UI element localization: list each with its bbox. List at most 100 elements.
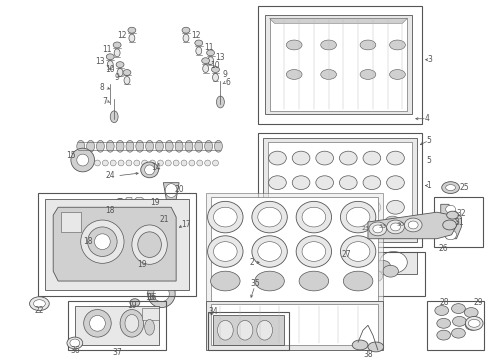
Ellipse shape	[341, 236, 376, 267]
Ellipse shape	[29, 297, 49, 311]
Ellipse shape	[107, 61, 113, 68]
Polygon shape	[163, 183, 179, 199]
Ellipse shape	[352, 340, 368, 350]
Text: 3: 3	[427, 55, 432, 64]
Ellipse shape	[132, 225, 167, 264]
Ellipse shape	[110, 111, 118, 123]
Ellipse shape	[316, 176, 334, 190]
Ellipse shape	[157, 160, 163, 166]
Polygon shape	[268, 142, 412, 238]
Ellipse shape	[208, 201, 243, 233]
Ellipse shape	[155, 140, 163, 152]
Text: 9: 9	[223, 70, 228, 79]
Ellipse shape	[70, 339, 80, 347]
Ellipse shape	[110, 160, 116, 166]
Ellipse shape	[127, 257, 137, 265]
Ellipse shape	[380, 252, 407, 273]
Ellipse shape	[165, 140, 173, 152]
Ellipse shape	[316, 151, 334, 165]
Ellipse shape	[77, 154, 89, 166]
Ellipse shape	[269, 222, 286, 236]
Ellipse shape	[102, 160, 108, 166]
Ellipse shape	[214, 207, 237, 227]
Ellipse shape	[88, 227, 117, 256]
Ellipse shape	[237, 320, 253, 340]
Ellipse shape	[350, 272, 366, 284]
Ellipse shape	[340, 201, 357, 214]
Polygon shape	[270, 18, 407, 111]
Ellipse shape	[126, 140, 134, 152]
Text: 11: 11	[204, 44, 213, 53]
Ellipse shape	[341, 201, 376, 233]
Ellipse shape	[468, 319, 480, 327]
Ellipse shape	[452, 328, 466, 338]
Ellipse shape	[113, 198, 127, 216]
Text: 22: 22	[35, 306, 44, 315]
Ellipse shape	[292, 151, 310, 165]
Ellipse shape	[316, 222, 334, 236]
Ellipse shape	[387, 176, 404, 190]
Ellipse shape	[340, 176, 357, 190]
Polygon shape	[263, 138, 417, 242]
Ellipse shape	[387, 222, 404, 236]
Text: 1: 1	[427, 181, 431, 190]
Ellipse shape	[345, 258, 361, 270]
Ellipse shape	[437, 318, 451, 328]
Ellipse shape	[368, 342, 384, 352]
Ellipse shape	[89, 232, 102, 246]
Text: 21: 21	[160, 215, 169, 224]
Ellipse shape	[165, 160, 171, 166]
Ellipse shape	[292, 201, 310, 214]
Text: 17: 17	[181, 220, 191, 229]
Bar	[38, 193, 196, 296]
Ellipse shape	[203, 65, 209, 72]
Text: 13: 13	[96, 57, 105, 66]
Ellipse shape	[205, 140, 213, 152]
Ellipse shape	[87, 140, 95, 152]
Text: 10: 10	[211, 61, 220, 70]
Ellipse shape	[292, 222, 310, 236]
Text: 8: 8	[100, 83, 105, 92]
Ellipse shape	[130, 299, 140, 307]
Ellipse shape	[145, 319, 154, 335]
Ellipse shape	[95, 234, 110, 249]
Ellipse shape	[252, 201, 287, 233]
Ellipse shape	[149, 160, 155, 166]
Ellipse shape	[189, 160, 195, 166]
Ellipse shape	[447, 211, 459, 219]
Text: 35: 35	[250, 279, 260, 288]
Polygon shape	[213, 315, 284, 345]
Text: 36: 36	[70, 346, 80, 355]
Ellipse shape	[383, 265, 398, 277]
Ellipse shape	[363, 151, 381, 165]
Ellipse shape	[346, 207, 370, 227]
Ellipse shape	[123, 69, 131, 76]
Ellipse shape	[217, 96, 224, 108]
Ellipse shape	[435, 306, 449, 315]
Ellipse shape	[375, 260, 391, 272]
Text: 38: 38	[363, 350, 373, 359]
Ellipse shape	[442, 220, 457, 230]
Ellipse shape	[269, 176, 286, 190]
Text: 5: 5	[426, 136, 431, 145]
Ellipse shape	[142, 160, 147, 166]
Text: 19: 19	[151, 198, 160, 207]
Ellipse shape	[116, 202, 124, 212]
Ellipse shape	[343, 252, 370, 273]
Ellipse shape	[90, 315, 105, 331]
Ellipse shape	[441, 182, 460, 193]
Ellipse shape	[33, 300, 45, 307]
Text: 18: 18	[83, 237, 93, 246]
Ellipse shape	[302, 242, 326, 261]
Ellipse shape	[67, 337, 83, 349]
Text: 12: 12	[191, 31, 200, 40]
Ellipse shape	[404, 218, 422, 232]
Ellipse shape	[195, 140, 203, 152]
Polygon shape	[132, 197, 176, 291]
Polygon shape	[206, 301, 383, 350]
Text: 27: 27	[342, 250, 351, 259]
Ellipse shape	[466, 316, 483, 330]
Ellipse shape	[145, 165, 154, 175]
Text: 6: 6	[226, 78, 231, 87]
Ellipse shape	[197, 160, 203, 166]
